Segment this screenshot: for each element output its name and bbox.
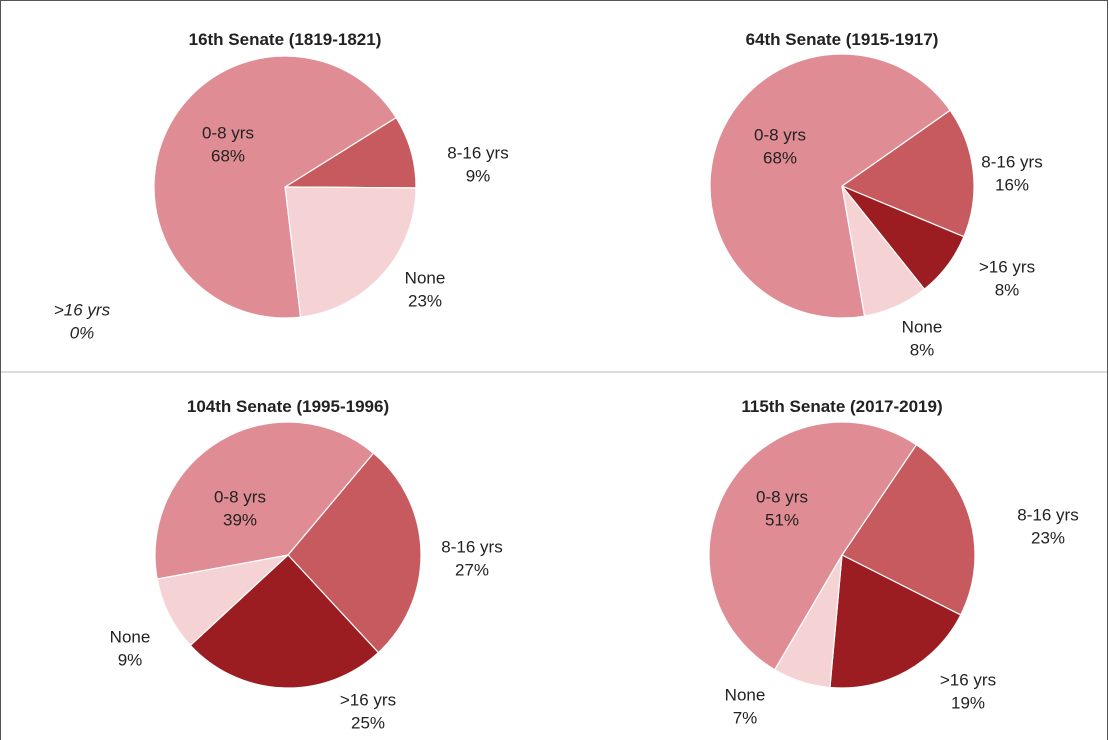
label-category: >16 yrs	[979, 257, 1035, 276]
data-label: 8-16 yrs 9%	[447, 143, 508, 185]
label-value: 19%	[951, 693, 985, 712]
pie-slice	[708, 421, 918, 671]
label-category: 0-8 yrs	[754, 125, 806, 144]
data-label: >16 yrs 25%	[340, 690, 396, 732]
label-category: >16 yrs	[940, 670, 996, 689]
data-label: >16 yrs 19%	[940, 670, 996, 712]
label-category: None	[110, 627, 151, 646]
pie-slice	[829, 554, 962, 689]
label-value: 68%	[763, 148, 797, 167]
label-category: 0-8 yrs	[214, 487, 266, 506]
label-category: 0-8 yrs	[756, 487, 808, 506]
label-value: 25%	[351, 713, 385, 732]
data-label: None 7%	[725, 685, 766, 727]
pie-slice	[840, 109, 975, 238]
label-category: 8-16 yrs	[981, 152, 1042, 171]
chart-title: 64th Senate (1915-1917)	[746, 30, 939, 49]
label-value: 68%	[211, 146, 245, 165]
label-value: 7%	[733, 708, 758, 727]
label-value: 39%	[223, 510, 257, 529]
label-value: 16%	[995, 175, 1029, 194]
label-value: 9%	[466, 166, 491, 185]
label-category: None	[725, 685, 766, 704]
label-value: 23%	[1031, 528, 1065, 547]
data-label: 0-8 yrs 39%	[214, 487, 266, 529]
data-label: None 8%	[902, 317, 943, 359]
label-category: 8-16 yrs	[447, 143, 508, 162]
label-category: 8-16 yrs	[441, 537, 502, 556]
label-category: >16 yrs	[340, 690, 396, 709]
data-label: 8-16 yrs 27%	[441, 537, 502, 579]
chart-title: 115th Senate (2017-2019)	[741, 397, 942, 416]
label-value: 8%	[910, 340, 935, 359]
label-value: 0%	[70, 323, 95, 342]
pie-slice	[154, 421, 375, 580]
label-category: 8-16 yrs	[1017, 505, 1078, 524]
data-label: None 23%	[405, 268, 446, 310]
data-label: 8-16 yrs 23%	[1017, 505, 1078, 547]
pie-slice	[153, 55, 397, 319]
chart-title: 16th Senate (1819-1821)	[189, 30, 382, 49]
label-category: None	[902, 317, 943, 336]
label-value: 9%	[118, 650, 143, 669]
label-value: 8%	[995, 280, 1020, 299]
data-label: 8-16 yrs 16%	[981, 152, 1042, 194]
data-label: 0-8 yrs 68%	[202, 123, 254, 165]
label-value: 23%	[408, 291, 442, 310]
pie-slice	[709, 53, 951, 319]
pie-slice	[284, 186, 417, 318]
data-label: >16 yrs 0%	[54, 300, 111, 342]
label-value: 27%	[455, 560, 489, 579]
label-category: >16 yrs	[54, 300, 111, 319]
label-category: None	[405, 268, 446, 287]
data-label: 0-8 yrs 51%	[756, 487, 808, 529]
data-label: None 9%	[110, 627, 151, 669]
label-value: 51%	[765, 510, 799, 529]
pie-slice	[189, 554, 380, 689]
pie-slice	[287, 452, 422, 654]
label-category: 0-8 yrs	[202, 123, 254, 142]
chart-title: 104th Senate (1995-1996)	[187, 397, 389, 416]
data-label: 0-8 yrs 68%	[754, 125, 806, 167]
pie-slice	[841, 443, 976, 616]
data-label: >16 yrs 8%	[979, 257, 1035, 299]
